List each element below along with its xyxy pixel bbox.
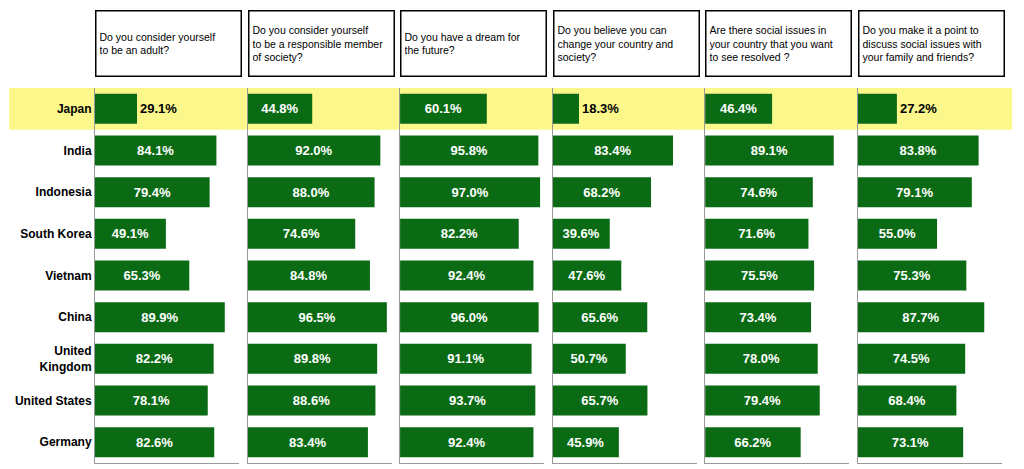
svg-text:79.4%: 79.4% — [744, 393, 781, 408]
svg-text:39.6%: 39.6% — [563, 226, 600, 241]
svg-text:83.8%: 83.8% — [899, 143, 936, 158]
svg-text:84.8%: 84.8% — [290, 268, 327, 283]
svg-text:92.4%: 92.4% — [448, 435, 485, 450]
svg-text:75.5%: 75.5% — [741, 268, 778, 283]
svg-text:68.4%: 68.4% — [888, 393, 925, 408]
svg-text:UnitedKingdom: UnitedKingdom — [40, 344, 92, 374]
svg-text:87.7%: 87.7% — [902, 310, 939, 325]
svg-text:65.7%: 65.7% — [581, 393, 618, 408]
svg-text:66.2%: 66.2% — [734, 435, 771, 450]
svg-text:Are there social issues inyour: Are there social issues inyour country t… — [710, 24, 833, 63]
svg-text:50.7%: 50.7% — [571, 351, 608, 366]
svg-text:91.1%: 91.1% — [447, 351, 484, 366]
svg-text:71.6%: 71.6% — [738, 226, 775, 241]
svg-text:China: China — [58, 310, 92, 324]
svg-text:89.8%: 89.8% — [294, 351, 331, 366]
svg-text:73.4%: 73.4% — [739, 310, 776, 325]
svg-text:Do you consider yourselfto be: Do you consider yourselfto be an adult? — [100, 31, 216, 57]
svg-text:92.0%: 92.0% — [295, 143, 332, 158]
svg-text:65.6%: 65.6% — [581, 310, 618, 325]
svg-text:84.1%: 84.1% — [137, 143, 174, 158]
svg-text:Do you have a dream forthe fut: Do you have a dream forthe future? — [405, 31, 521, 57]
svg-text:75.3%: 75.3% — [893, 268, 930, 283]
svg-text:Do you make it a point todiscu: Do you make it a point todiscuss social … — [863, 24, 982, 63]
svg-text:74.6%: 74.6% — [740, 185, 777, 200]
svg-text:82.2%: 82.2% — [136, 351, 173, 366]
svg-text:27.2%: 27.2% — [900, 101, 937, 116]
svg-text:79.4%: 79.4% — [134, 185, 171, 200]
svg-text:96.5%: 96.5% — [299, 310, 336, 325]
svg-text:93.7%: 93.7% — [449, 393, 486, 408]
svg-text:83.4%: 83.4% — [289, 435, 326, 450]
svg-text:Indonesia: Indonesia — [36, 185, 92, 199]
svg-text:89.1%: 89.1% — [751, 143, 788, 158]
svg-text:60.1%: 60.1% — [425, 101, 462, 116]
svg-text:78.1%: 78.1% — [133, 393, 170, 408]
svg-text:United States: United States — [15, 394, 92, 408]
svg-text:44.8%: 44.8% — [261, 101, 298, 116]
svg-text:55.0%: 55.0% — [879, 226, 916, 241]
svg-text:India: India — [64, 144, 92, 158]
svg-text:83.4%: 83.4% — [594, 143, 631, 158]
svg-text:97.0%: 97.0% — [451, 185, 488, 200]
svg-text:92.4%: 92.4% — [448, 268, 485, 283]
svg-text:74.6%: 74.6% — [283, 226, 320, 241]
svg-text:79.1%: 79.1% — [896, 185, 933, 200]
svg-text:South Korea: South Korea — [20, 227, 92, 241]
svg-text:Germany: Germany — [40, 435, 92, 449]
svg-text:82.6%: 82.6% — [136, 435, 173, 450]
svg-text:Vietnam: Vietnam — [45, 269, 91, 283]
svg-text:47.6%: 47.6% — [568, 268, 605, 283]
svg-text:89.9%: 89.9% — [141, 310, 178, 325]
svg-text:Japan: Japan — [57, 102, 92, 116]
svg-text:88.6%: 88.6% — [293, 393, 330, 408]
svg-text:18.3%: 18.3% — [582, 101, 619, 116]
svg-text:96.0%: 96.0% — [451, 310, 488, 325]
svg-text:82.2%: 82.2% — [441, 226, 478, 241]
svg-text:88.0%: 88.0% — [292, 185, 329, 200]
svg-text:Do you consider yourselfto be: Do you consider yourselfto be a responsi… — [253, 24, 384, 63]
svg-text:49.1%: 49.1% — [112, 226, 149, 241]
svg-text:95.8%: 95.8% — [451, 143, 488, 158]
svg-text:73.1%: 73.1% — [892, 435, 929, 450]
svg-text:29.1%: 29.1% — [140, 101, 177, 116]
svg-text:78.0%: 78.0% — [743, 351, 780, 366]
svg-text:74.5%: 74.5% — [893, 351, 930, 366]
svg-text:46.4%: 46.4% — [720, 101, 757, 116]
svg-text:65.3%: 65.3% — [123, 268, 160, 283]
svg-text:45.9%: 45.9% — [567, 435, 604, 450]
svg-text:Do you believe you canchange y: Do you believe you canchange your countr… — [558, 24, 674, 63]
svg-text:68.2%: 68.2% — [583, 185, 620, 200]
